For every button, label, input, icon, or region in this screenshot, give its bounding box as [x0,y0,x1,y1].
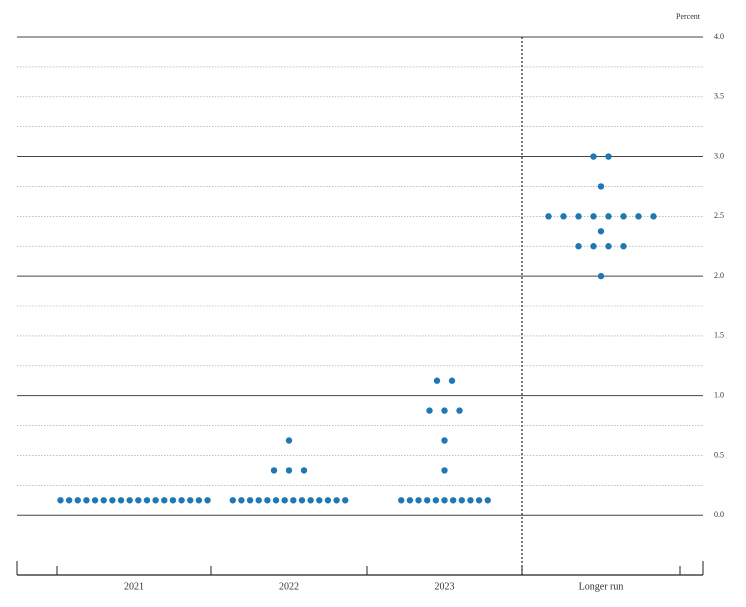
dot [272,497,280,504]
dot [229,497,236,504]
dot [83,497,90,504]
dot [415,497,422,504]
x-tick-label: Longer run [579,581,624,592]
dot [195,497,203,504]
dot [100,497,107,504]
dot [448,377,456,384]
dot [597,228,605,235]
dot [152,497,159,504]
dot [316,497,323,504]
dot [605,153,612,160]
dot [109,497,116,504]
y-tick-label: 0.0 [714,510,724,519]
dot [620,213,627,220]
dot [620,243,627,250]
dot [300,467,308,474]
dot [575,243,582,250]
dot [238,497,245,504]
dot [424,497,431,504]
dot [91,497,99,504]
dot [333,497,340,504]
dot [255,497,262,504]
dot [342,497,349,504]
y-tick-label: 1.0 [714,390,724,399]
dot [204,497,211,504]
y-tick-label: 3.0 [714,151,724,160]
x-tick-label: 2021 [124,581,144,592]
x-tick-label: 2022 [279,581,299,592]
dot [475,497,483,504]
dot [433,377,441,384]
y-tick-label: 2.5 [714,211,724,220]
dot [605,243,612,250]
dot [126,497,133,504]
dot [590,243,597,250]
dot [605,213,612,220]
dot [57,497,64,504]
dot [65,497,73,504]
dot [270,467,278,474]
dot [467,497,474,504]
dot [74,497,81,504]
dot [650,213,657,220]
y-tick-label: 3.5 [714,92,724,101]
dot [398,497,405,504]
dot [169,497,177,504]
dot [635,213,642,220]
dot [117,497,125,504]
dot [590,213,597,220]
y-tick-label: 1.5 [714,331,724,340]
dot [161,497,168,504]
dot [298,497,306,504]
dot [441,497,448,504]
dot [426,407,433,414]
dot [178,497,185,504]
dot [406,497,414,504]
dot [575,213,582,220]
dot [135,497,142,504]
dot [597,183,605,190]
dot [449,497,457,504]
dot [143,497,151,504]
y-axis-label: Percent [676,12,701,21]
dot [441,407,448,414]
dot [456,407,463,414]
dot [264,497,271,504]
dot [484,497,491,504]
dot [545,213,552,220]
dot [441,437,448,444]
x-tick-label: 2023 [435,581,455,592]
dot [187,497,194,504]
y-tick-label: 0.5 [714,450,724,459]
dot [246,497,254,504]
dot [432,497,440,504]
dot [285,437,293,444]
dot [285,467,293,474]
dot [441,467,448,474]
dot [560,213,567,220]
dot [281,497,288,504]
dot [597,272,605,280]
dot [590,153,597,160]
dot [290,497,297,504]
dot [458,497,465,504]
y-tick-label: 4.0 [714,32,724,41]
y-tick-label: 2.0 [714,271,724,280]
dot [324,497,332,504]
dot [307,497,314,504]
